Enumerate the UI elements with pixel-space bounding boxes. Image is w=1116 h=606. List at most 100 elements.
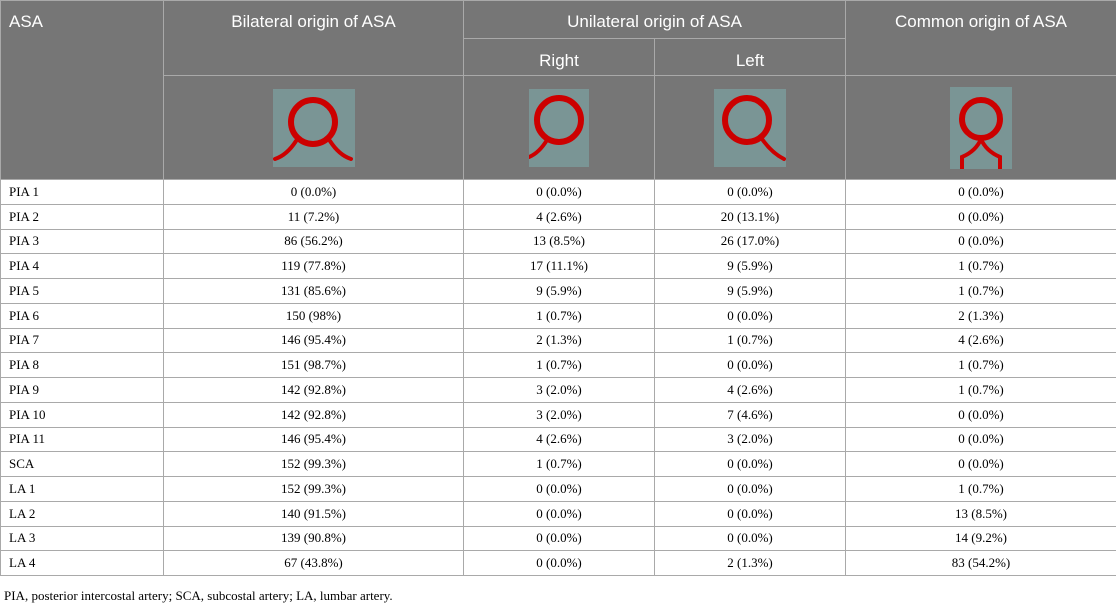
artery-ring xyxy=(287,96,338,147)
common-diagram-cell xyxy=(845,75,1116,180)
table-row: PIA 11 146 (95.4%) 4 (2.6%) 3 (2.0%) 0 (0.0%… xyxy=(0,426,1116,453)
row-label: SCA xyxy=(0,451,164,477)
row-label: PIA 7 xyxy=(0,327,164,354)
common-cell: 0 (0.0%) xyxy=(845,228,1116,255)
header-bilateral: Bilateral origin of ASA xyxy=(163,0,464,76)
row-label: PIA 9 xyxy=(0,377,164,403)
left-cell: 26 (17.0%) xyxy=(653,228,847,255)
left-cell: 7 (4.6%) xyxy=(653,401,847,428)
row-label: PIA 11 xyxy=(0,426,164,453)
left-cell: 1 (0.7%) xyxy=(653,327,847,354)
common-cell: 2 (1.3%) xyxy=(845,302,1116,329)
row-label: PIA 1 xyxy=(0,179,164,205)
left-cell: 0 (0.0%) xyxy=(653,352,847,378)
bilateral-cell: 152 (99.3%) xyxy=(163,451,464,477)
right-cell: 0 (0.0%) xyxy=(463,476,655,502)
left-cell: 9 (5.9%) xyxy=(653,253,847,279)
bilateral-cell: 151 (98.7%) xyxy=(163,352,464,378)
row-label: PIA 6 xyxy=(0,302,164,329)
row-label: PIA 2 xyxy=(0,203,164,230)
common-cell: 1 (0.7%) xyxy=(845,352,1116,378)
left-cell: 0 (0.0%) xyxy=(653,451,847,477)
header-asa: ASA xyxy=(0,0,164,180)
right-cell: 0 (0.0%) xyxy=(463,525,655,552)
right-cell: 4 (2.6%) xyxy=(463,203,655,230)
right-cell: 1 (0.7%) xyxy=(463,352,655,378)
bilateral-cell: 146 (95.4%) xyxy=(163,327,464,354)
table-row: SCA 152 (99.3%) 1 (0.7%) 0 (0.0%) 0 (0.0%) xyxy=(0,451,1116,477)
common-cell: 1 (0.7%) xyxy=(845,278,1116,304)
common-cell: 4 (2.6%) xyxy=(845,327,1116,354)
right-cell: 3 (2.0%) xyxy=(463,377,655,403)
bilateral-cell: 67 (43.8%) xyxy=(163,550,464,576)
right-unilateral-diagram-icon xyxy=(529,88,589,167)
table-row: PIA 3 86 (56.2%) 13 (8.5%) 26 (17.0%) 0 (0.0… xyxy=(0,228,1116,255)
header-left: Left xyxy=(653,38,847,76)
row-label: PIA 8 xyxy=(0,352,164,378)
left-cell: 20 (13.1%) xyxy=(653,203,847,230)
table-row: LA 2 140 (91.5%) 0 (0.0%) 0 (0.0%) 13 (8.5%) xyxy=(0,500,1116,527)
bilateral-cell: 140 (91.5%) xyxy=(163,500,464,527)
left-cell: 0 (0.0%) xyxy=(653,476,847,502)
bilateral-cell: 119 (77.8%) xyxy=(163,253,464,279)
left-cell: 2 (1.3%) xyxy=(653,550,847,576)
row-label: PIA 3 xyxy=(0,228,164,255)
bilateral-cell: 0 (0.0%) xyxy=(163,179,464,205)
table-row: LA 4 67 (43.8%) 0 (0.0%) 2 (1.3%) 83 (54.2%) xyxy=(0,550,1116,576)
row-label: LA 3 xyxy=(0,525,164,552)
common-branch-left xyxy=(960,136,984,169)
right-cell: 0 (0.0%) xyxy=(463,179,655,205)
table-row: LA 3 139 (90.8%) 0 (0.0%) 0 (0.0%) 14 (9.2%) xyxy=(0,525,1116,552)
row-label: PIA 4 xyxy=(0,253,164,279)
common-cell: 1 (0.7%) xyxy=(845,377,1116,403)
table-row: PIA 8 151 (98.7%) 1 (0.7%) 0 (0.0%) 1 (0.7%) xyxy=(0,352,1116,378)
asa-origin-table-container: ASA Bilateral origin of ASA Unilateral o… xyxy=(0,0,1116,576)
bilateral-cell: 131 (85.6%) xyxy=(163,278,464,304)
bilateral-origin-diagram-icon xyxy=(272,88,355,167)
left-cell: 0 (0.0%) xyxy=(653,525,847,552)
right-cell: 9 (5.9%) xyxy=(463,278,655,304)
bilateral-cell: 142 (92.8%) xyxy=(163,401,464,428)
right-cell: 2 (1.3%) xyxy=(463,327,655,354)
row-label: LA 2 xyxy=(0,500,164,527)
row-label: LA 1 xyxy=(0,476,164,502)
bilateral-cell: 146 (95.4%) xyxy=(163,426,464,453)
table-row: PIA 2 11 (7.2%) 4 (2.6%) 20 (13.1%) 0 (0.0%) xyxy=(0,203,1116,230)
right-cell: 0 (0.0%) xyxy=(463,550,655,576)
left-branch xyxy=(272,138,298,161)
common-cell: 83 (54.2%) xyxy=(845,550,1116,576)
common-cell: 0 (0.0%) xyxy=(845,401,1116,428)
left-unilateral-diagram-icon xyxy=(714,88,786,167)
table-row: PIA 6 150 (98%) 1 (0.7%) 0 (0.0%) 2 (1.3%) xyxy=(0,302,1116,329)
bilateral-cell: 86 (56.2%) xyxy=(163,228,464,255)
common-cell: 14 (9.2%) xyxy=(845,525,1116,552)
common-cell: 1 (0.7%) xyxy=(845,253,1116,279)
left-cell: 3 (2.0%) xyxy=(653,426,847,453)
left-diagram-cell xyxy=(653,75,847,180)
table-row: PIA 4 119 (77.8%) 17 (11.1%) 9 (5.9%) 1 (0.7… xyxy=(0,253,1116,279)
bilateral-cell: 150 (98%) xyxy=(163,302,464,329)
row-label: PIA 10 xyxy=(0,401,164,428)
common-branch-right xyxy=(979,136,1003,169)
bilateral-diagram-cell xyxy=(163,75,464,180)
artery-ring xyxy=(534,94,584,145)
single-branch xyxy=(529,137,549,159)
left-cell: 0 (0.0%) xyxy=(653,500,847,527)
common-cell: 1 (0.7%) xyxy=(845,476,1116,502)
bilateral-cell: 139 (90.8%) xyxy=(163,525,464,552)
left-cell: 0 (0.0%) xyxy=(653,179,847,205)
right-branch xyxy=(327,138,353,161)
left-cell: 9 (5.9%) xyxy=(653,278,847,304)
right-diagram-cell xyxy=(463,75,655,180)
row-label: LA 4 xyxy=(0,550,164,576)
single-branch xyxy=(760,136,786,161)
row-label: PIA 5 xyxy=(0,278,164,304)
right-cell: 17 (11.1%) xyxy=(463,253,655,279)
header-common: Common origin of ASA xyxy=(845,0,1116,76)
right-cell: 3 (2.0%) xyxy=(463,401,655,428)
right-cell: 0 (0.0%) xyxy=(463,500,655,527)
table-row: PIA 5 131 (85.6%) 9 (5.9%) 9 (5.9%) 1 (0.7%) xyxy=(0,278,1116,304)
common-cell: 0 (0.0%) xyxy=(845,179,1116,205)
